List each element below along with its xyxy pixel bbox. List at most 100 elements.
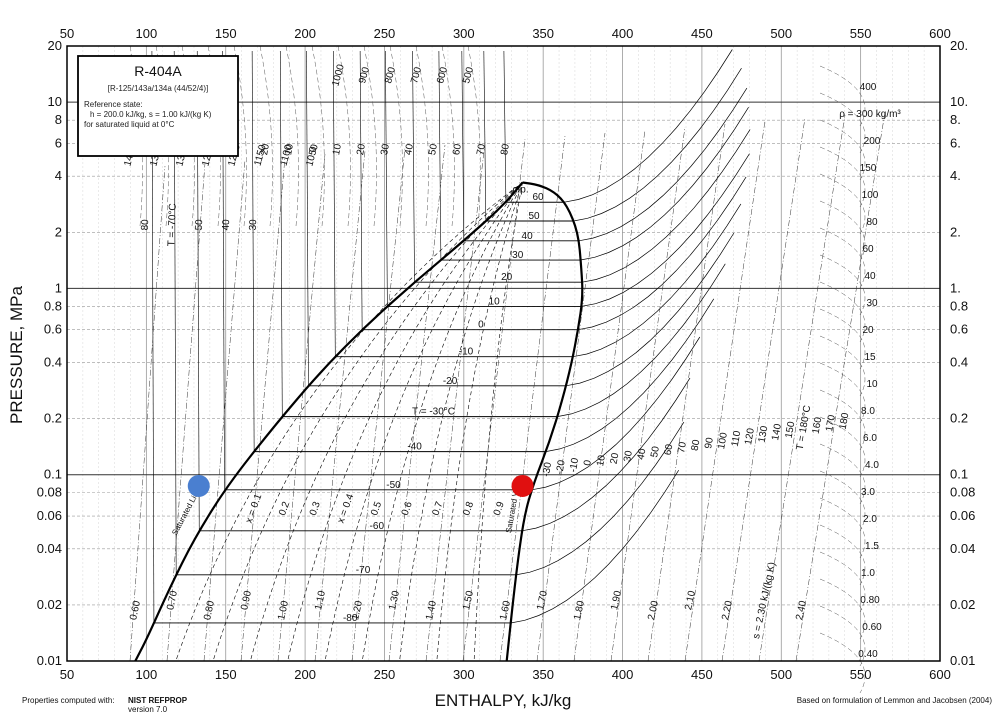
entropy-label: 1.80 xyxy=(572,599,587,621)
left-temperature-label: 80 xyxy=(140,219,151,231)
density-label: 700 xyxy=(409,65,424,84)
vapor-temperature-label: -20 xyxy=(554,459,567,476)
entropy-label: 2.40 xyxy=(794,599,809,621)
density-line xyxy=(337,45,351,227)
isotherm-label: 10 xyxy=(489,296,501,307)
entropy-label: 2.10 xyxy=(683,589,698,611)
density-label: 500 xyxy=(461,65,476,84)
x-tick-label-top: 350 xyxy=(532,26,554,41)
x-axis-title: ENTHALPY, kJ/kg xyxy=(435,691,572,710)
quality-line xyxy=(362,182,523,660)
vapor-temperature-label: 100 xyxy=(716,431,730,450)
quality-label: 0.2 xyxy=(277,500,292,517)
density-line xyxy=(819,119,866,181)
isotherm-label: 0 xyxy=(478,320,484,331)
density-label: 4.0 xyxy=(865,460,879,471)
quality-label: 0.3 xyxy=(308,500,323,517)
legend-reference-note: for saturated liquid at 0°C xyxy=(84,120,175,129)
quality-line xyxy=(287,182,523,660)
y-tick-label-left: 20 xyxy=(48,38,62,53)
y-tick-label-right: 0.6 xyxy=(950,322,968,337)
density-label: 0.60 xyxy=(862,622,882,633)
density-line xyxy=(819,443,866,505)
top-temperature-label: 10 xyxy=(283,143,296,156)
y-tick-label-left: 0.2 xyxy=(44,411,62,426)
density-label: 2.0 xyxy=(863,514,877,525)
density-line xyxy=(819,578,866,640)
entropy-label: 0.90 xyxy=(239,589,254,611)
density-line xyxy=(233,45,247,227)
left-temperature-label: 30 xyxy=(248,219,259,231)
entropy-line xyxy=(425,141,486,662)
density-line xyxy=(819,308,866,370)
isotherm-superheat xyxy=(582,129,751,283)
density-line xyxy=(467,45,481,227)
top-temperature-label: 40 xyxy=(403,143,416,156)
isotherm-superheat xyxy=(578,176,747,331)
footer-left-2: NIST REFPROP xyxy=(128,696,188,705)
density-label: 400 xyxy=(860,82,877,93)
top-temperature-label: 70 xyxy=(475,143,488,156)
entropy-label: 1.10 xyxy=(313,589,328,611)
density-line xyxy=(819,389,866,451)
vapor-temperature-label: 160 xyxy=(811,416,825,435)
density-label: 150 xyxy=(860,163,877,174)
entropy-label: 0.70 xyxy=(165,589,180,611)
isotherm-label: -70 xyxy=(356,565,371,576)
y-tick-label-right: 8. xyxy=(950,112,961,127)
isotherm-superheat xyxy=(515,421,685,576)
quality-label: 0.7 xyxy=(430,500,445,517)
isotherm-subcooled xyxy=(483,50,487,222)
legend-reference-label: Reference state: xyxy=(84,100,143,109)
isotherm-subcooled xyxy=(412,50,415,283)
entropy-line xyxy=(573,129,646,662)
density-label: 0.40 xyxy=(858,649,878,660)
quality-label: 0.9 xyxy=(492,500,507,517)
density-line xyxy=(819,281,866,343)
y-tick-label-left: 0.04 xyxy=(37,541,62,556)
entropy-label: 1.90 xyxy=(609,589,624,611)
y-tick-label-left: 10 xyxy=(48,94,62,109)
x-tick-label-bottom: 550 xyxy=(850,667,872,682)
vapor-temperature-label: 20 xyxy=(609,452,622,465)
axis-ticks: 5050100100150150200200250250300300350350… xyxy=(37,26,976,682)
density-label: 80 xyxy=(866,217,878,228)
density-line xyxy=(819,92,866,154)
y-tick-label-right: 6. xyxy=(950,135,961,150)
footer-right: Based on formulation of Lemmon and Jacob… xyxy=(797,696,993,705)
isotherm-subcooled xyxy=(503,50,507,203)
y-tick-label-right: 20. xyxy=(950,38,968,53)
quality-line xyxy=(176,182,523,660)
isotherm-label: -40 xyxy=(407,442,422,453)
quality-label: 0.8 xyxy=(461,500,476,517)
vapor-temperature-label: 50 xyxy=(649,445,662,458)
density-line xyxy=(819,146,866,208)
density-label: 30 xyxy=(866,298,878,309)
density-label: 1.0 xyxy=(861,568,875,579)
legend-box: R-404A [R-125/143a/134a (44/52/4)] Refer… xyxy=(77,55,239,157)
density-line xyxy=(819,524,866,586)
y-axis-title: PRESSURE, MPa xyxy=(7,285,26,423)
y-tick-label-left: 6 xyxy=(55,135,62,150)
density-label: 800 xyxy=(383,65,398,84)
density-line xyxy=(441,45,455,227)
saturated-vapor-line xyxy=(505,181,584,662)
red-point xyxy=(511,474,534,497)
density-line xyxy=(363,45,377,227)
vapor-temperature-label: 110 xyxy=(730,430,744,448)
density-label: 15 xyxy=(864,352,876,363)
y-tick-label-left: 8 xyxy=(55,112,62,127)
entropy-label: 2.20 xyxy=(720,599,735,621)
quality-line xyxy=(213,182,523,660)
entropy-line xyxy=(240,156,286,662)
density-line xyxy=(819,254,866,316)
state-points xyxy=(187,474,534,497)
density-label: 40 xyxy=(864,271,876,282)
density-label: 10 xyxy=(866,379,878,390)
x-tick-label-top: 500 xyxy=(770,26,792,41)
density-label: 1100 xyxy=(278,143,294,167)
entropy-line xyxy=(795,111,886,662)
entropy-line xyxy=(388,144,446,662)
vapor-temperature-label: 40 xyxy=(636,447,649,460)
